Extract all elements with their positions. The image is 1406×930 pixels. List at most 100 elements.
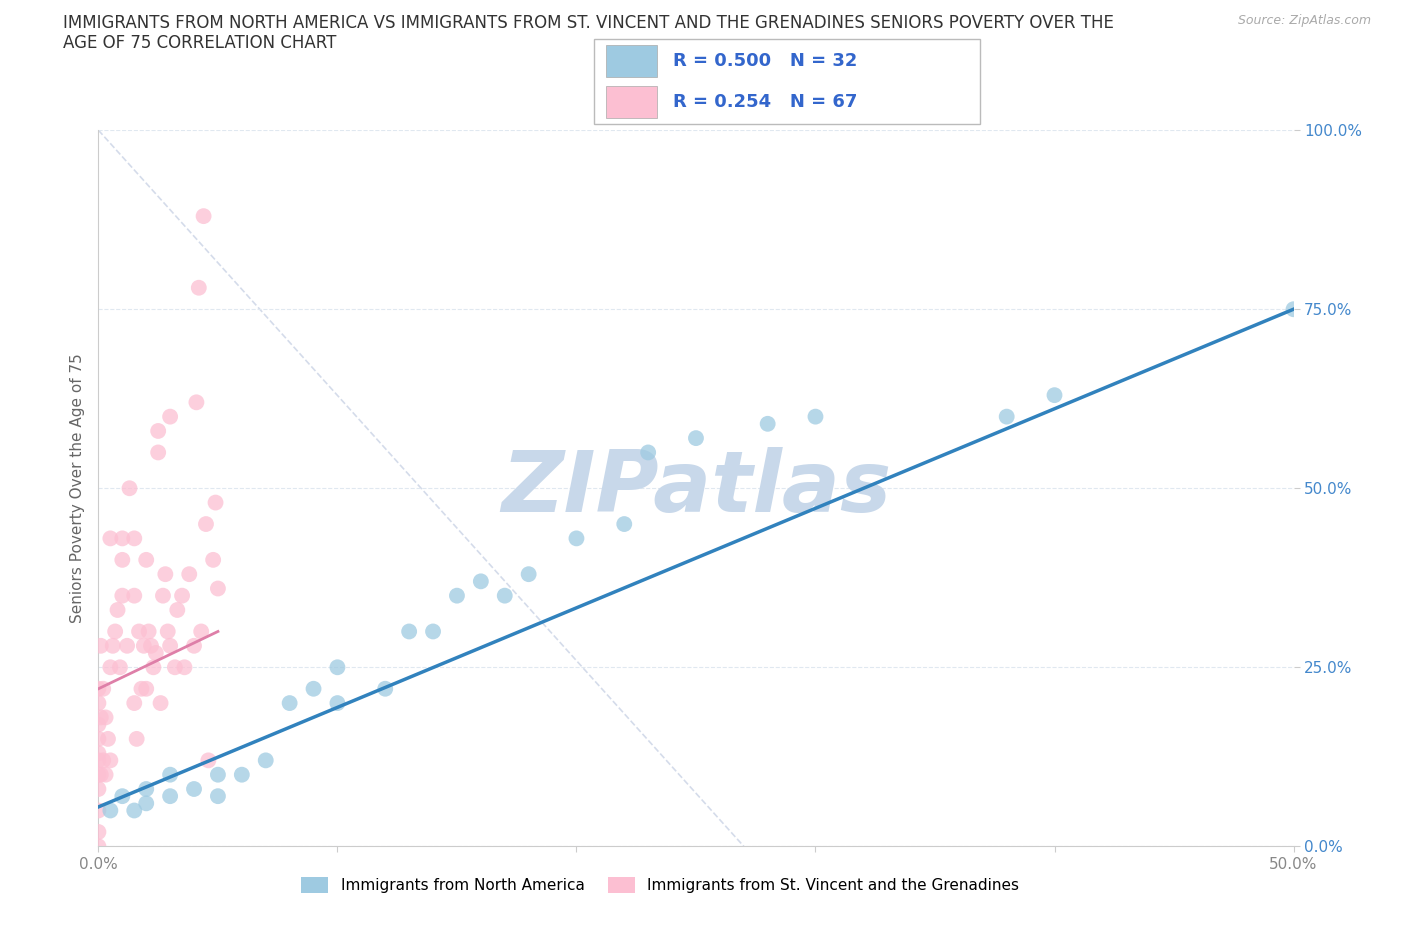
Point <box>87 731 110 746</box>
Point <box>135 781 157 796</box>
Point <box>111 531 134 546</box>
Point <box>145 645 167 660</box>
Point <box>163 660 186 675</box>
Point <box>155 566 177 581</box>
Point <box>637 445 659 459</box>
Point <box>111 552 134 567</box>
Point <box>87 682 110 697</box>
Point <box>87 781 110 796</box>
Point <box>98 753 122 768</box>
Point <box>87 696 110 711</box>
Point <box>207 767 229 782</box>
Point <box>204 495 226 510</box>
Point <box>90 638 112 653</box>
Point <box>186 395 208 410</box>
Point <box>156 624 179 639</box>
Point <box>101 638 124 653</box>
Point <box>159 767 181 782</box>
Point <box>124 589 146 604</box>
Point <box>613 517 636 532</box>
Text: IMMIGRANTS FROM NORTH AMERICA VS IMMIGRANTS FROM ST. VINCENT AND THE GRENADINES : IMMIGRANTS FROM NORTH AMERICA VS IMMIGRA… <box>63 14 1114 32</box>
Point <box>326 660 349 675</box>
Point <box>804 409 827 424</box>
Point <box>132 638 155 653</box>
Point <box>446 589 468 604</box>
Point <box>207 789 229 804</box>
Point <box>94 767 117 782</box>
Point <box>104 624 127 639</box>
Point <box>995 409 1018 424</box>
Point <box>149 696 172 711</box>
Point <box>187 280 209 295</box>
Point <box>87 746 110 761</box>
Point <box>131 682 153 697</box>
Point <box>422 624 444 639</box>
Point <box>124 804 146 818</box>
Text: R = 0.500   N = 32: R = 0.500 N = 32 <box>673 52 858 70</box>
Text: R = 0.254   N = 67: R = 0.254 N = 67 <box>673 93 858 111</box>
Point <box>398 624 420 639</box>
Point <box>139 638 162 653</box>
Text: ZIPatlas: ZIPatlas <box>501 446 891 530</box>
Point <box>254 753 277 768</box>
Point <box>128 624 150 639</box>
Point <box>87 825 110 840</box>
Point <box>98 531 122 546</box>
Point <box>138 624 160 639</box>
Point <box>231 767 253 782</box>
Point <box>87 767 110 782</box>
Y-axis label: Seniors Poverty Over the Age of 75: Seniors Poverty Over the Age of 75 <box>69 353 84 623</box>
Point <box>166 603 188 618</box>
Point <box>111 589 134 604</box>
Point <box>565 531 588 546</box>
Point <box>207 581 229 596</box>
Point <box>190 624 212 639</box>
FancyBboxPatch shape <box>606 86 658 117</box>
Point <box>125 731 148 746</box>
Point <box>159 409 181 424</box>
Point <box>152 589 174 604</box>
Point <box>494 589 516 604</box>
Point <box>148 445 170 459</box>
Point <box>91 682 114 697</box>
Point <box>90 767 112 782</box>
Point <box>685 431 707 445</box>
Text: Source: ZipAtlas.com: Source: ZipAtlas.com <box>1237 14 1371 27</box>
Point <box>124 531 146 546</box>
Point <box>111 789 134 804</box>
Point <box>183 781 205 796</box>
Point <box>159 638 181 653</box>
Point <box>173 660 195 675</box>
Point <box>98 804 122 818</box>
Point <box>374 682 396 697</box>
Point <box>756 417 779 432</box>
Point <box>135 796 157 811</box>
Point <box>90 710 112 724</box>
Point <box>193 208 215 223</box>
Point <box>118 481 141 496</box>
Point <box>91 753 114 768</box>
Point <box>278 696 301 711</box>
Point <box>183 638 205 653</box>
Point <box>148 423 170 438</box>
Point <box>159 789 181 804</box>
Point <box>197 753 219 768</box>
Point <box>98 660 122 675</box>
FancyBboxPatch shape <box>595 39 980 124</box>
Text: AGE OF 75 CORRELATION CHART: AGE OF 75 CORRELATION CHART <box>63 34 336 52</box>
Point <box>142 660 165 675</box>
Point <box>107 603 129 618</box>
Point <box>302 682 325 697</box>
Point <box>1043 388 1066 403</box>
Point <box>195 517 218 532</box>
Point <box>1282 302 1305 317</box>
Point <box>124 696 146 711</box>
Point <box>87 753 110 768</box>
Point <box>94 710 117 724</box>
Point <box>87 717 110 732</box>
Point <box>87 804 110 818</box>
Point <box>326 696 349 711</box>
Point <box>108 660 131 675</box>
Point <box>135 682 157 697</box>
Point <box>87 839 110 854</box>
